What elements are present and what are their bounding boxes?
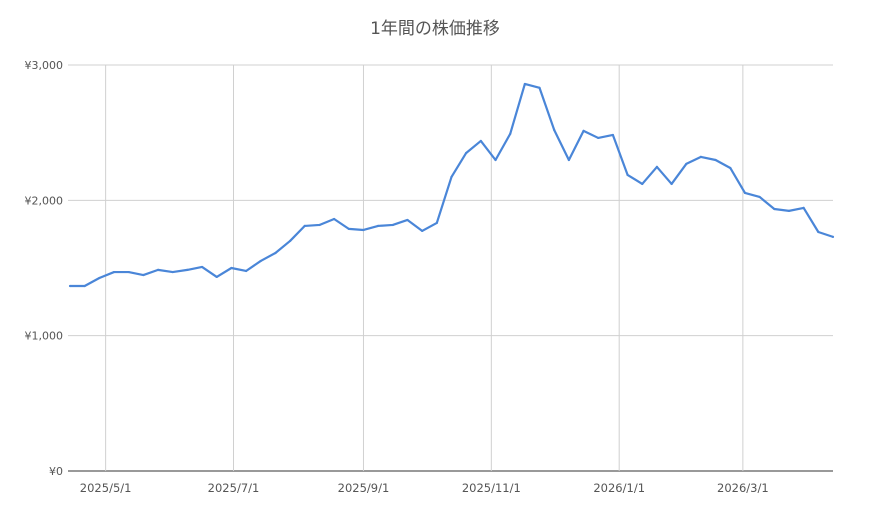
data-point (802, 206, 805, 210)
x-tick-label: 2026/1/1 (593, 481, 645, 495)
data-point (362, 228, 365, 232)
data-point (406, 218, 409, 222)
data-point (553, 128, 556, 132)
data-point (611, 133, 615, 137)
y-tick-label: ¥0 (49, 465, 63, 478)
data-point (391, 223, 394, 227)
data-point (743, 191, 747, 194)
data-point (215, 275, 218, 279)
data-point (244, 269, 248, 273)
data-point (186, 268, 189, 271)
data-point (333, 217, 336, 221)
data-point (509, 132, 512, 135)
data-point (787, 209, 791, 212)
data-point (729, 166, 732, 170)
data-point (655, 165, 659, 169)
y-tick-label: ¥3,000 (25, 59, 64, 72)
x-tick-label: 2026/3/1 (717, 481, 769, 495)
data-point (831, 235, 835, 238)
data-point (582, 129, 585, 133)
data-point (465, 151, 468, 155)
data-point (773, 207, 776, 211)
data-point (112, 270, 116, 274)
data-point (377, 224, 380, 228)
data-point (421, 229, 424, 233)
data-point (142, 273, 145, 277)
data-point (156, 268, 160, 271)
data-point (523, 82, 526, 86)
data-point (83, 284, 86, 288)
data-point (303, 224, 306, 228)
data-point (288, 239, 292, 243)
data-point (68, 284, 72, 288)
y-tick-label: ¥2,000 (25, 194, 64, 207)
data-point (817, 230, 820, 234)
data-point (259, 259, 262, 263)
x-tick-label: 2025/7/1 (208, 481, 260, 495)
x-tick-label: 2025/9/1 (338, 481, 390, 495)
data-point (274, 251, 277, 255)
data-point (494, 158, 497, 162)
data-point (318, 223, 321, 227)
data-point (714, 158, 717, 162)
y-tick-label: ¥1,000 (25, 330, 64, 343)
data-point (670, 182, 673, 186)
data-point (641, 182, 644, 186)
data-point (450, 175, 453, 179)
chart-title: 1年間の株価推移 (370, 19, 500, 39)
x-tick-label: 2025/11/1 (462, 481, 521, 495)
data-point (98, 276, 101, 280)
data-point (200, 265, 204, 269)
data-point (171, 270, 174, 274)
data-point (626, 173, 629, 176)
series-line (70, 82, 834, 288)
x-tick-label: 2025/5/1 (80, 481, 132, 495)
data-point (699, 155, 703, 158)
data-point (538, 86, 541, 89)
data-point (758, 195, 761, 199)
data-point (567, 158, 570, 162)
data-point (685, 162, 688, 166)
data-point (435, 221, 438, 225)
data-point (347, 227, 350, 230)
data-point (479, 139, 482, 143)
data-point (127, 270, 130, 274)
data-point (230, 266, 233, 270)
data-point (597, 136, 600, 140)
